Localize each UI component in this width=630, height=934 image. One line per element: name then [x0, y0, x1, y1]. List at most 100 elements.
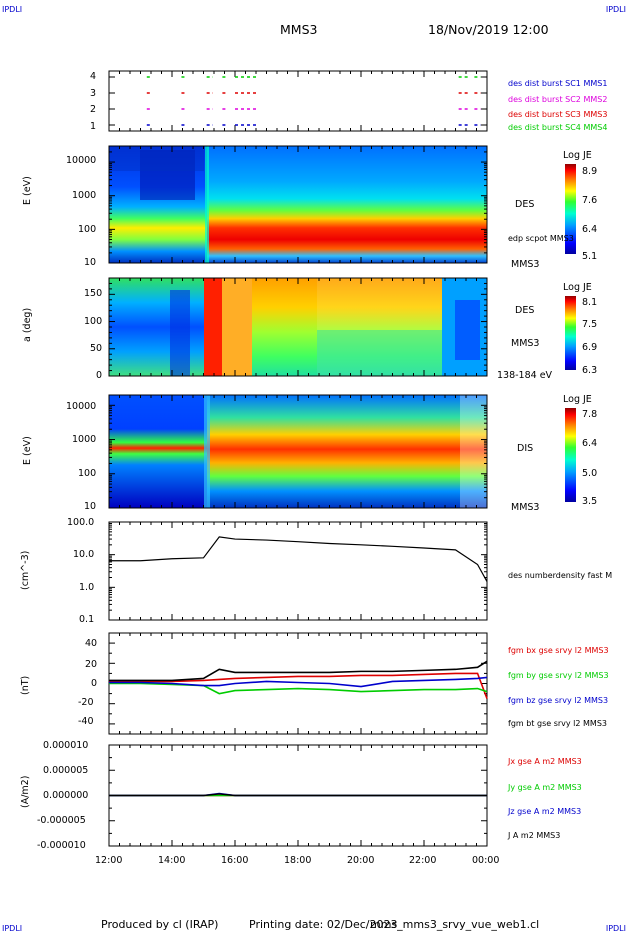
xtick-2000: 20:00	[347, 855, 375, 866]
bfield-ytick-0: 0	[91, 678, 98, 689]
dis-energy-cbar-tick-2: 5.0	[582, 468, 598, 479]
dis-energy-cbar-tick-1: 6.4	[582, 438, 598, 449]
current-ytick-3: -0.000005	[37, 815, 86, 826]
current-legend-j: J A m2 MMS3	[508, 831, 561, 840]
burst-ytick-3: 3	[90, 88, 97, 99]
des-pitch-ytick-50: 50	[90, 343, 103, 354]
des-energy-side-des: DES	[515, 199, 535, 210]
dis-energy-ytick-1000: 1000	[72, 434, 97, 445]
des-energy-spectrogram	[109, 146, 487, 263]
current-legend-jz: Jz gse A m2 MMS3	[508, 807, 582, 816]
des-energy-ytick-1000: 1000	[72, 190, 97, 201]
burst-legend-sc3: des dist burst SC3 MMS3	[508, 110, 608, 119]
panel-frame-5	[108, 521, 488, 621]
corner-mark-top-left: IPDLI	[2, 5, 23, 14]
des-energy-cbar-tick-1: 7.6	[582, 195, 598, 206]
xtick-2200: 22:00	[409, 855, 437, 866]
density-ytick-10: 10.0	[73, 549, 95, 560]
burst-legend-sc1: des dist burst SC1 MMS1	[508, 79, 608, 88]
bfield-ylabel: (nT)	[20, 675, 31, 695]
dis-energy-cbar-tick-0: 7.8	[582, 409, 598, 420]
dis-energy-ylabel: E (eV)	[22, 436, 33, 465]
bfield-series-1	[109, 672, 488, 699]
burst-ytick-1: 1	[90, 121, 97, 132]
density-series-line	[109, 536, 488, 582]
bfield-series-2	[109, 682, 488, 695]
current-ytick-4: -0.000010	[37, 840, 86, 851]
dis-energy-cbar-tick-3: 3.5	[582, 496, 598, 507]
bfield-legend-by: fgm by gse srvy l2 MMS3	[508, 671, 609, 680]
xtick-1200: 12:00	[95, 855, 123, 866]
colorbar-des-pitch	[565, 296, 576, 370]
des-energy-cbar-tick-0: 8.9	[582, 166, 598, 177]
des-pitch-side-des: DES	[515, 305, 535, 316]
density-ytick-1: 1.0	[79, 582, 95, 593]
bfield-ytick-minus40: -40	[78, 716, 94, 727]
colorbar-dis-energy	[565, 408, 576, 502]
footer-product-name: mms_mms3_srvy_vue_web1.cl	[370, 918, 540, 931]
xtick-0000: 00:00	[472, 855, 500, 866]
des-energy-cbar-title: Log JE	[563, 150, 592, 161]
burst-ytick-4: 4	[90, 71, 97, 82]
des-pitch-cbar-tick-2: 6.9	[582, 342, 598, 353]
corner-mark-bottom-right: IPDLI	[605, 924, 626, 933]
des-energy-side-mms3: MMS3	[511, 259, 540, 270]
xtick-1800: 18:00	[284, 855, 312, 866]
bfield-ytick-40: 40	[85, 638, 98, 649]
bfield-legend-bx: fgm bx gse srvy l2 MMS3	[508, 646, 609, 655]
bfield-legend-bt: fgm bt gse srvy l2 MMS3	[508, 719, 607, 728]
chart-marks	[109, 76, 488, 797]
dis-energy-ytick-100: 100	[78, 468, 97, 479]
des-pitch-cbar-tick-1: 7.5	[582, 319, 598, 330]
des-pitch-spectrogram	[109, 278, 487, 376]
des-pitch-cbar-tick-3: 6.3	[582, 365, 598, 376]
des-energy-ytick-10: 10	[84, 257, 97, 268]
current-legend-jx: Jx gse A m2 MMS3	[508, 757, 582, 766]
footer-produced: Produced by cl (IRAP)	[101, 918, 219, 931]
bfield-series-3	[109, 676, 488, 688]
bfield-legend-bz: fgm bz gse srvy l2 MMS3	[508, 696, 609, 705]
corner-mark-bottom-left: IPDLI	[2, 924, 23, 933]
burst-ytick-2: 2	[90, 104, 97, 115]
burst-legend-sc2: des dist burst SC2 MMS2	[508, 95, 608, 104]
colorbar-des-energy	[565, 164, 576, 254]
des-pitch-ytick-0: 0	[96, 370, 103, 381]
dis-energy-side-mms3: MMS3	[511, 502, 540, 513]
spacecraft-title: MMS3	[280, 22, 318, 37]
dis-energy-side-dis: DIS	[517, 443, 534, 454]
des-pitch-ytick-100: 100	[84, 316, 103, 327]
xtick-1600: 16:00	[221, 855, 249, 866]
des-pitch-ytick-150: 150	[84, 288, 103, 299]
density-ytick-100: 100.0	[67, 517, 95, 528]
panel-frame-1	[108, 70, 488, 132]
xtick-1400: 14:00	[158, 855, 186, 866]
des-energy-ytick-100: 100	[78, 224, 97, 235]
density-legend: des numberdensity fast M	[508, 571, 613, 580]
des-energy-overlay-label: edp scpot MMS3	[508, 234, 574, 243]
datetime-title: 18/Nov/2019 12:00	[428, 22, 549, 37]
corner-mark-top-right: IPDLI	[605, 5, 626, 14]
density-ylabel: (cm^-3)	[20, 550, 31, 590]
des-energy-ytick-10000: 10000	[66, 155, 97, 166]
burst-legend-sc4: des dist burst SC4 MMS4	[508, 123, 608, 132]
current-ytick-1: 0.000005	[43, 765, 89, 776]
des-energy-cbar-tick-2: 6.4	[582, 224, 598, 235]
bfield-series-4	[109, 660, 488, 682]
dis-energy-spectrogram	[109, 395, 487, 508]
des-energy-ylabel: E (eV)	[22, 176, 33, 205]
current-ytick-2: 0.000000	[43, 790, 89, 801]
des-energy-cbar-tick-3: 5.1	[582, 251, 598, 262]
footer-printing-date: Printing date: 02/Dec/2023	[249, 918, 398, 931]
dis-energy-cbar-title: Log JE	[563, 394, 592, 405]
density-ytick-0-1: 0.1	[79, 614, 95, 625]
des-pitch-ylabel: a (deg)	[22, 307, 33, 342]
des-pitch-cbar-title: Log JE	[563, 282, 592, 293]
current-series-4	[109, 793, 487, 797]
des-pitch-cbar-tick-0: 8.1	[582, 297, 598, 308]
current-legend-jy: Jy gse A m2 MMS3	[508, 783, 582, 792]
axis-ticks	[108, 71, 488, 847]
bfield-ytick-20: 20	[85, 659, 98, 670]
dis-energy-ytick-10: 10	[84, 501, 97, 512]
